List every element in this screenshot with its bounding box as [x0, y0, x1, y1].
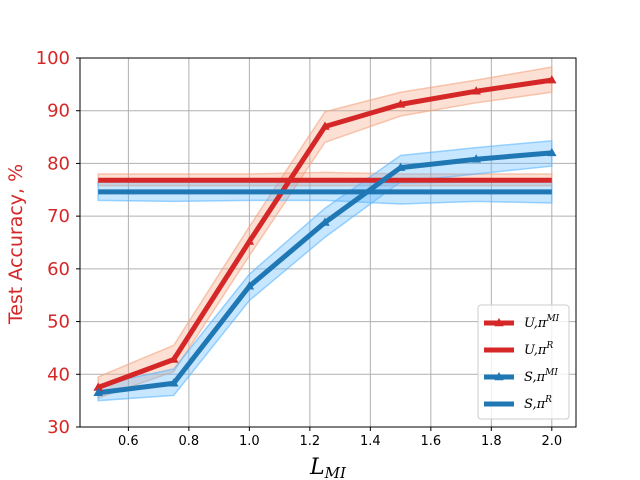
x-axis-label-sub: MI	[324, 464, 347, 480]
data-point-s-mi	[395, 162, 406, 171]
y-axis-label: Test Accuracy, %	[5, 164, 27, 325]
legend-label-s-mi: S,πMI	[524, 368, 558, 385]
x-axis-label: LMI	[309, 455, 347, 480]
data-point-s-mi	[244, 281, 255, 290]
y-tick-label: 100	[36, 48, 70, 69]
grid	[80, 57, 576, 428]
data-point-u-mi	[169, 354, 179, 363]
legend-label-u-r: U,πR	[524, 341, 553, 358]
data-point-u-mi	[395, 99, 406, 108]
x-tick-label: 1.6	[420, 434, 441, 449]
data-point-s-mi	[320, 217, 330, 226]
confidence-band-u-mi	[97, 66, 553, 400]
x-tick-label: 0.6	[118, 434, 139, 449]
data-point-u-mi	[93, 382, 103, 391]
data-point-s-mi	[547, 147, 557, 157]
series-markers	[93, 75, 557, 396]
y-tick-label: 70	[47, 206, 70, 227]
data-point-s-mi	[471, 154, 481, 163]
data-point-u-mi	[547, 75, 557, 84]
legend-marker-s-mi	[494, 372, 504, 381]
x-tick-label: 2.0	[541, 434, 562, 449]
legend-label-s-r: S,πR	[524, 395, 552, 412]
x-tick-label: 1.2	[300, 434, 321, 449]
legend-marker-u-mi	[494, 318, 504, 327]
legend: U,πMI U,πR S,πMI S,πR	[477, 304, 570, 420]
x-tick-label: 0.8	[179, 434, 200, 449]
data-point-s-mi	[93, 387, 103, 396]
x-tick-label: 1.0	[239, 434, 260, 449]
y-tick-label: 80	[47, 153, 70, 174]
data-point-s-mi	[169, 378, 179, 387]
y-tick-label: 50	[47, 312, 70, 333]
legend-box	[477, 304, 570, 420]
axis-ticks: 0.6 0.8 1.0 1.2 1.4 1.6 1.8 2.0 30 40 50 60 70 80 90 10…	[36, 48, 563, 449]
data-point-u-mi	[244, 236, 255, 245]
y-tick-label: 30	[47, 417, 70, 438]
x-axis-label-main: L	[309, 455, 325, 480]
y-tick-label: 60	[47, 259, 70, 280]
plot-area-frame	[79, 57, 577, 428]
x-tick-label: 1.8	[481, 434, 502, 449]
legend-label-u-mi: U,πMI	[524, 314, 560, 331]
y-tick-label: 40	[47, 364, 70, 385]
x-tick-label: 1.4	[360, 434, 381, 449]
data-point-u-mi	[471, 86, 481, 95]
data-point-u-mi	[320, 121, 330, 130]
y-tick-label: 90	[47, 101, 70, 122]
